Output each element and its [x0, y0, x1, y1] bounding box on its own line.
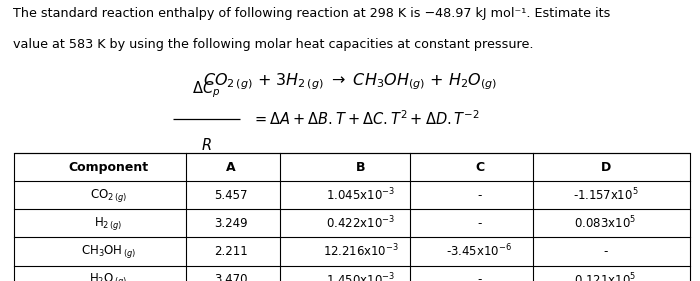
Text: -: - [477, 273, 482, 281]
Text: 2.211: 2.211 [214, 245, 248, 258]
Bar [14, 153, 690, 281]
Text: Component: Component [69, 161, 148, 174]
Text: 0.121x10$^{5}$: 0.121x10$^{5}$ [575, 271, 636, 281]
Text: 0.083x10$^{5}$: 0.083x10$^{5}$ [575, 215, 636, 232]
Text: -3.45x10$^{-6}$: -3.45x10$^{-6}$ [447, 243, 512, 260]
Text: $R$: $R$ [201, 137, 212, 153]
Text: A: A [226, 161, 236, 174]
Text: 1.450x10$^{-3}$: 1.450x10$^{-3}$ [326, 271, 395, 281]
Text: H$_{2}$O$_{\,(g)}$: H$_{2}$O$_{\,(g)}$ [90, 271, 127, 281]
Text: The standard reaction enthalpy of following reaction at 298 K is −48.97 kJ mol⁻¹: The standard reaction enthalpy of follow… [13, 7, 610, 20]
Text: C: C [475, 161, 484, 174]
Text: 1.045x10$^{-3}$: 1.045x10$^{-3}$ [326, 187, 395, 204]
Text: value at 583 K by using the following molar heat capacities at constant pressure: value at 583 K by using the following mo… [13, 38, 533, 51]
Text: B: B [356, 161, 365, 174]
Text: CH$_{3}$OH$_{\,(g)}$: CH$_{3}$OH$_{\,(g)}$ [81, 243, 136, 260]
Text: H$_{2\,(g)}$: H$_{2\,(g)}$ [94, 215, 122, 232]
Text: 3.470: 3.470 [214, 273, 248, 281]
Text: 5.457: 5.457 [214, 189, 248, 202]
Text: $CO_{2\,(g)}$ $+$ $3H_{2\,(g)}$ $\rightarrow$ $CH_{3}OH_{(g)}$ $+$ $H_{2}O_{(g)}: $CO_{2\,(g)}$ $+$ $3H_{2\,(g)}$ $\righta… [203, 72, 497, 92]
Text: -1.157x10$^{5}$: -1.157x10$^{5}$ [573, 187, 638, 204]
Text: -: - [477, 189, 482, 202]
Text: $\Delta C_p$: $\Delta C_p$ [193, 80, 220, 100]
Text: 0.422x10$^{-3}$: 0.422x10$^{-3}$ [326, 215, 395, 232]
Text: D: D [601, 161, 610, 174]
Text: CO$_{2\,(g)}$: CO$_{2\,(g)}$ [90, 187, 127, 204]
Text: 12.216x10$^{-3}$: 12.216x10$^{-3}$ [323, 243, 398, 260]
Text: -: - [477, 217, 482, 230]
Text: $= \Delta A + \Delta B.T + \Delta C.T^{2} + \Delta D.T^{-2}$: $= \Delta A + \Delta B.T + \Delta C.T^{2… [252, 109, 480, 128]
Text: -: - [603, 245, 608, 258]
Text: 3.249: 3.249 [214, 217, 248, 230]
